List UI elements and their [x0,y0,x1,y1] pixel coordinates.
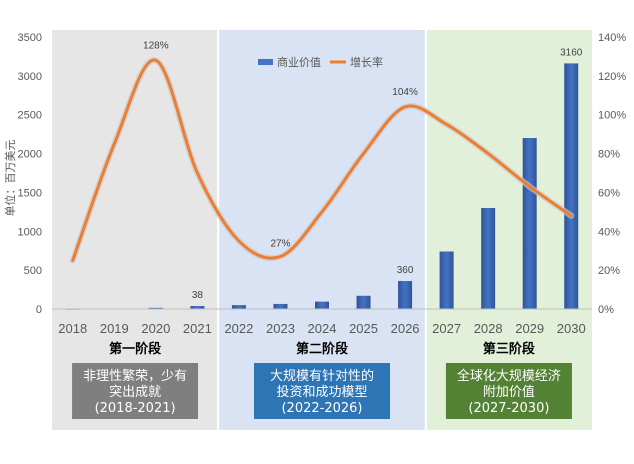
bar-2027 [439,251,454,309]
y-right-tick-label: 0% [598,304,614,316]
y-left-tick-label: 500 [24,265,42,277]
bar-2029 [522,138,537,309]
bar-2030 [564,63,579,310]
stage-box-line: 非理性繁荣，少有 [83,368,187,384]
stage-title-2: 第二阶段 [296,341,348,357]
stage-box-line: (2018-2021) [95,401,176,416]
y-right-tick-label: 140% [598,32,626,44]
y-right-tick-label: 40% [598,226,620,238]
x-tick-label-2021: 2021 [183,321,212,336]
y-left-tick-label: 1000 [18,226,42,238]
legend: 商业价值 增长率 [258,55,383,69]
bar-2028 [481,207,496,309]
y-left-tick-label: 2500 [18,110,42,122]
legend-swatch-bar [258,59,273,65]
x-tick-label-2023: 2023 [266,321,295,336]
stage-divider-2 [424,30,427,430]
stage-box-1 [72,363,199,419]
y-left-tick-label: 3000 [18,71,42,83]
y-right-tick-label: 80% [598,149,620,161]
data-label-2020: 128% [143,40,169,51]
y-axis-title: 单位：百万美元 [3,140,17,217]
data-label-2030: 3160 [560,47,583,58]
bar-2023 [273,303,288,309]
stage-box-line: 附加价值 [483,384,535,400]
x-tick-label-2027: 2027 [432,321,461,336]
x-tick-label-2026: 2026 [391,321,420,336]
data-labels: 128% 38 27% 104% 360 3160 [143,40,583,301]
stage-box-line: 投资和成功模型 [276,384,367,400]
x-tick-label-2018: 2018 [58,321,87,336]
stage-box-line: 大规模有针对性的 [270,368,374,384]
stage-divider-1 [217,30,220,430]
data-label-2026: 104% [392,87,418,98]
line-series [69,57,575,264]
stage-box-line: (2027-2030) [468,401,549,416]
y-left-tick-label: 2000 [18,149,42,161]
x-tick-label-2020: 2020 [141,321,170,336]
data-label-2021: 38 [192,290,204,301]
stage-box-line: 突出成就 [109,384,161,400]
bar-2021 [190,306,205,309]
y-right-tick-label: 60% [598,187,620,199]
legend-label-line: 增长率 [350,55,383,69]
axes: 0 500 1000 1500 2000 2500 3000 3500 0% 20% 40% 60% 8… [3,32,626,336]
data-label-2023: 27% [270,239,290,250]
bar-series [65,63,579,310]
data-label-2026: 360 [397,265,414,276]
bar-2025 [356,295,371,309]
y-right-tick-label: 120% [598,71,626,83]
stage-box-line: (2022-2026) [281,401,362,416]
bar-2024 [315,301,329,309]
stage-box-3 [445,363,572,419]
legend-label-bar: 商业价值 [277,55,321,69]
bar-2022 [231,305,246,309]
x-tick-label-2024: 2024 [308,321,337,336]
growth-line [71,58,573,262]
x-tick-label-2025: 2025 [349,321,378,336]
y-left-tick-label: 1500 [18,187,42,199]
x-tick-label-2019: 2019 [100,321,129,336]
stage-title-3: 第三阶段 [483,341,535,357]
stage-title-1: 第一阶段 [109,341,161,357]
x-tick-label-2030: 2030 [557,321,586,336]
y-left-tick-label: 0 [36,304,42,316]
y-right-tick-label: 100% [598,110,626,122]
bar-2026 [398,281,413,309]
x-tick-label-2022: 2022 [224,321,253,336]
bar-2020 [148,307,163,309]
y-left-tick-label: 3500 [18,32,42,44]
stage-box-line: 全球化大规模经济 [457,368,561,384]
y-right-tick-label: 20% [598,265,620,277]
stage-box-2 [254,363,390,419]
x-tick-label-2028: 2028 [474,321,503,336]
x-tick-label-2029: 2029 [515,321,544,336]
